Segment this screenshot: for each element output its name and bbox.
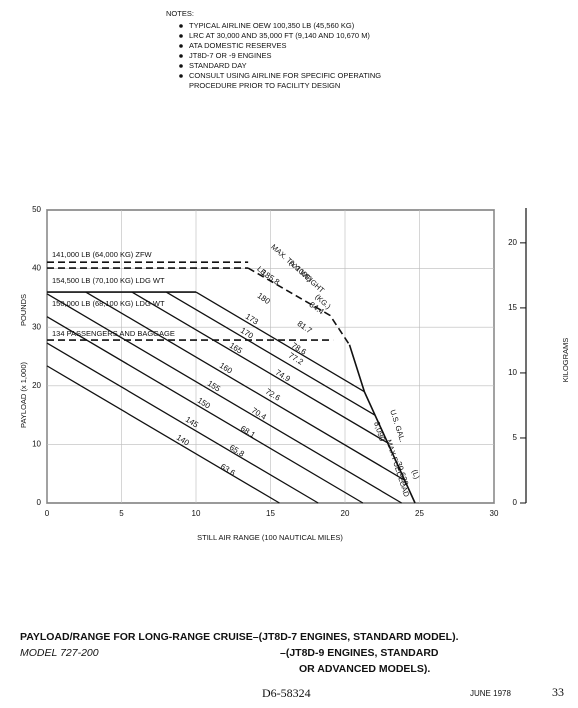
x-tick-label: 0 [45, 509, 50, 518]
limit-label: 141,000 LB (64,000 KG) ZFW [52, 250, 153, 259]
y-axis-title: PAYLOAD (x 1,000) [19, 361, 28, 428]
y2-tick-label: 15 [508, 303, 517, 312]
note-item: JT8D-7 OR -9 ENGINES [189, 51, 272, 60]
y2-tick-label: 0 [513, 498, 518, 507]
note-item: STANDARD DAY [189, 61, 247, 70]
weight-label-lb: 173 [244, 312, 261, 327]
notes-title: NOTES: [166, 9, 194, 18]
note-item: PROCEDURE PRIOR TO FACILITY DESIGN [189, 81, 340, 90]
limit-line [348, 344, 416, 504]
weight-label-kg: 65.8 [228, 443, 246, 459]
payload-line [131, 291, 389, 444]
caption: –(JT8D-9 ENGINES, STANDARD [280, 647, 439, 659]
note-item: LRC AT 30,000 AND 35,000 FT (9,140 AND 1… [189, 31, 370, 40]
x-tick-label: 25 [415, 509, 424, 518]
weight-label-kg: 72.6 [264, 387, 282, 403]
bullet [179, 74, 183, 78]
x-tick-label: 10 [192, 509, 201, 518]
y-tick-label: 0 [37, 498, 42, 507]
limit-label: 150,000 LB (68,100 KG) LDG WT [52, 299, 165, 308]
y2-tick-label: 20 [508, 238, 517, 247]
limit-label: 154,500 LB (70,100 KG) LDG WT [52, 276, 165, 285]
y2-tick-label: 5 [513, 433, 518, 442]
note-item: CONSULT USING AIRLINE FOR SPECIFIC OPERA… [189, 71, 381, 80]
bullet [179, 64, 183, 68]
annotation: 180 [256, 291, 273, 306]
payload-line [46, 293, 402, 504]
x-tick-label: 20 [341, 509, 350, 518]
y-tick-label: 40 [32, 264, 41, 273]
limit-sublabel: (x 1000) [287, 258, 314, 283]
note-item: ATA DOMESTIC RESERVES [189, 41, 287, 50]
page-number: 33 [552, 685, 564, 699]
y2-axis-title: KILOGRAMS [561, 338, 570, 383]
weight-label-lb: 140 [175, 433, 192, 448]
payload-line [46, 365, 280, 504]
bullet [179, 24, 183, 28]
limit-line [247, 267, 351, 346]
weight-label-lb: 145 [184, 415, 201, 430]
bullet [179, 54, 183, 58]
payload-line [46, 342, 319, 504]
note-item: TYPICAL AIRLINE OEW 100,350 LB (45,560 K… [189, 21, 355, 30]
y-axis-unit: POUNDS [19, 294, 28, 326]
y-tick-label: 10 [32, 440, 41, 449]
doc-number: D6-58324 [262, 686, 311, 700]
x-tick-label: 30 [490, 509, 499, 518]
weight-label-kg: 63.6 [219, 462, 237, 478]
weight-label-lb: 165 [228, 341, 245, 356]
annotation: 8,090 [372, 420, 387, 442]
y2-tick-label: 10 [508, 368, 517, 377]
y-tick-label: 50 [32, 205, 41, 214]
payload-line [46, 316, 364, 504]
y-tick-label: 20 [32, 381, 41, 390]
payload-line [85, 291, 405, 481]
payload-line [195, 291, 365, 393]
x-tick-label: 5 [119, 509, 124, 518]
annotation: 81.7 [296, 319, 314, 336]
bullet [179, 34, 183, 38]
caption: PAYLOAD/RANGE FOR LONG-RANGE CRUISE–(JT8… [20, 631, 459, 643]
x-tick-label: 15 [266, 509, 275, 518]
date: JUNE 1978 [470, 689, 511, 698]
caption: OR ADVANCED MODELS). [299, 663, 430, 675]
weight-label-lb: 170 [239, 326, 256, 341]
limit-sublabel: (L) [410, 468, 422, 480]
caption-model: MODEL 727-200 [20, 647, 99, 659]
y-tick-label: 30 [32, 322, 41, 331]
weight-label-lb: 160 [218, 361, 235, 376]
weight-label-kg: 68.1 [239, 424, 257, 440]
limit-label: 134 PASSENGERS AND BAGGAGE [52, 329, 175, 338]
weight-label-lb: 155 [206, 379, 223, 394]
bullet [179, 44, 183, 48]
weight-label-lb: 150 [196, 396, 213, 411]
x-axis-title: STILL AIR RANGE (100 NAUTICAL MILES) [197, 533, 343, 542]
payload-line [165, 291, 376, 416]
